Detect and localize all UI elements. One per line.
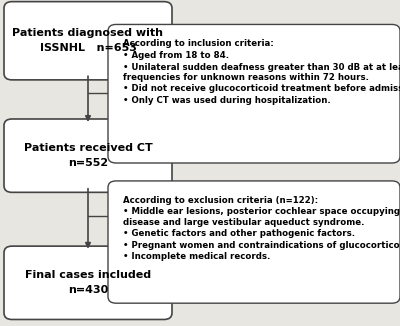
Text: • Did not receive glucocorticoid treatment before admission.: • Did not receive glucocorticoid treatme… — [123, 84, 400, 93]
FancyBboxPatch shape — [108, 181, 400, 303]
Text: • Pregnant women and contraindications of glucocorticoid use.: • Pregnant women and contraindications o… — [123, 241, 400, 250]
Text: • Genetic factors and other pathogenic factors.: • Genetic factors and other pathogenic f… — [123, 229, 355, 238]
Text: Patients diagnosed with
ISSNHL   n=653: Patients diagnosed with ISSNHL n=653 — [12, 28, 164, 53]
Text: Final cases included
n=430: Final cases included n=430 — [25, 270, 151, 295]
FancyBboxPatch shape — [4, 2, 172, 80]
Text: • Unilateral sudden deafness greater than 30 dB at at least three consecutive
fr: • Unilateral sudden deafness greater tha… — [123, 63, 400, 82]
Text: • Only CT was used during hospitalization.: • Only CT was used during hospitalizatio… — [123, 96, 331, 105]
Text: • Incomplete medical records.: • Incomplete medical records. — [123, 252, 270, 261]
Text: • Middle ear lesions, posterior cochlear space occupying, Meniere’s
disease and : • Middle ear lesions, posterior cochlear… — [123, 207, 400, 227]
Text: According to exclusion criteria (n=122):: According to exclusion criteria (n=122): — [123, 196, 318, 205]
FancyBboxPatch shape — [4, 119, 172, 192]
FancyBboxPatch shape — [4, 246, 172, 319]
Text: According to inclusion criteria:: According to inclusion criteria: — [123, 39, 274, 48]
Text: • Aged from 18 to 84.: • Aged from 18 to 84. — [123, 51, 229, 60]
FancyBboxPatch shape — [108, 24, 400, 163]
Text: Patients received CT
n=552: Patients received CT n=552 — [24, 143, 152, 168]
